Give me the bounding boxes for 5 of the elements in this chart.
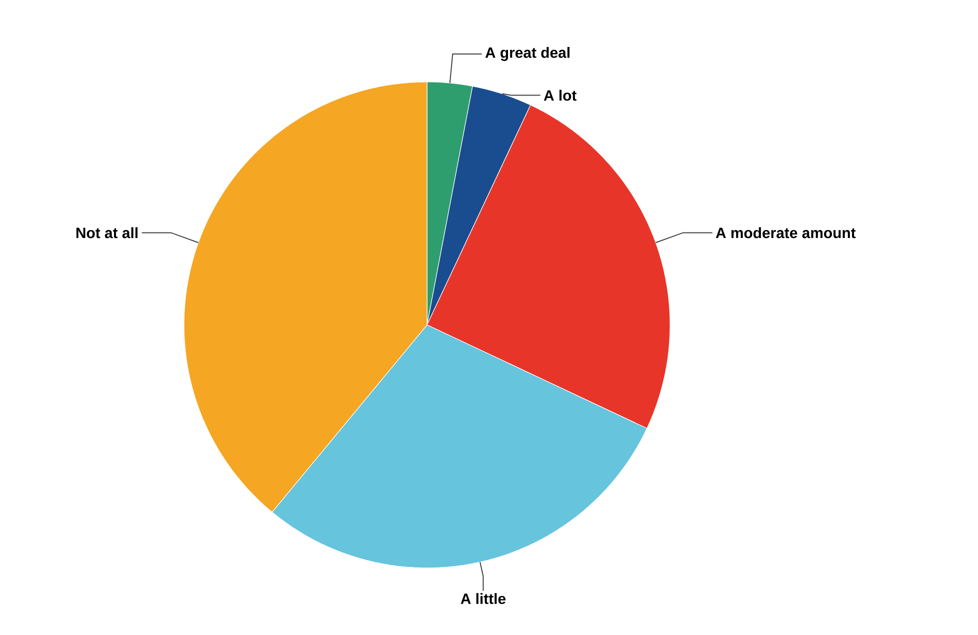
slice-label: Not at all bbox=[76, 227, 138, 238]
slice-label: A moderate amount bbox=[716, 227, 856, 238]
slice-label: A little bbox=[460, 593, 506, 604]
slice-label: A lot bbox=[544, 90, 577, 101]
slice-label: A great deal bbox=[485, 46, 570, 61]
